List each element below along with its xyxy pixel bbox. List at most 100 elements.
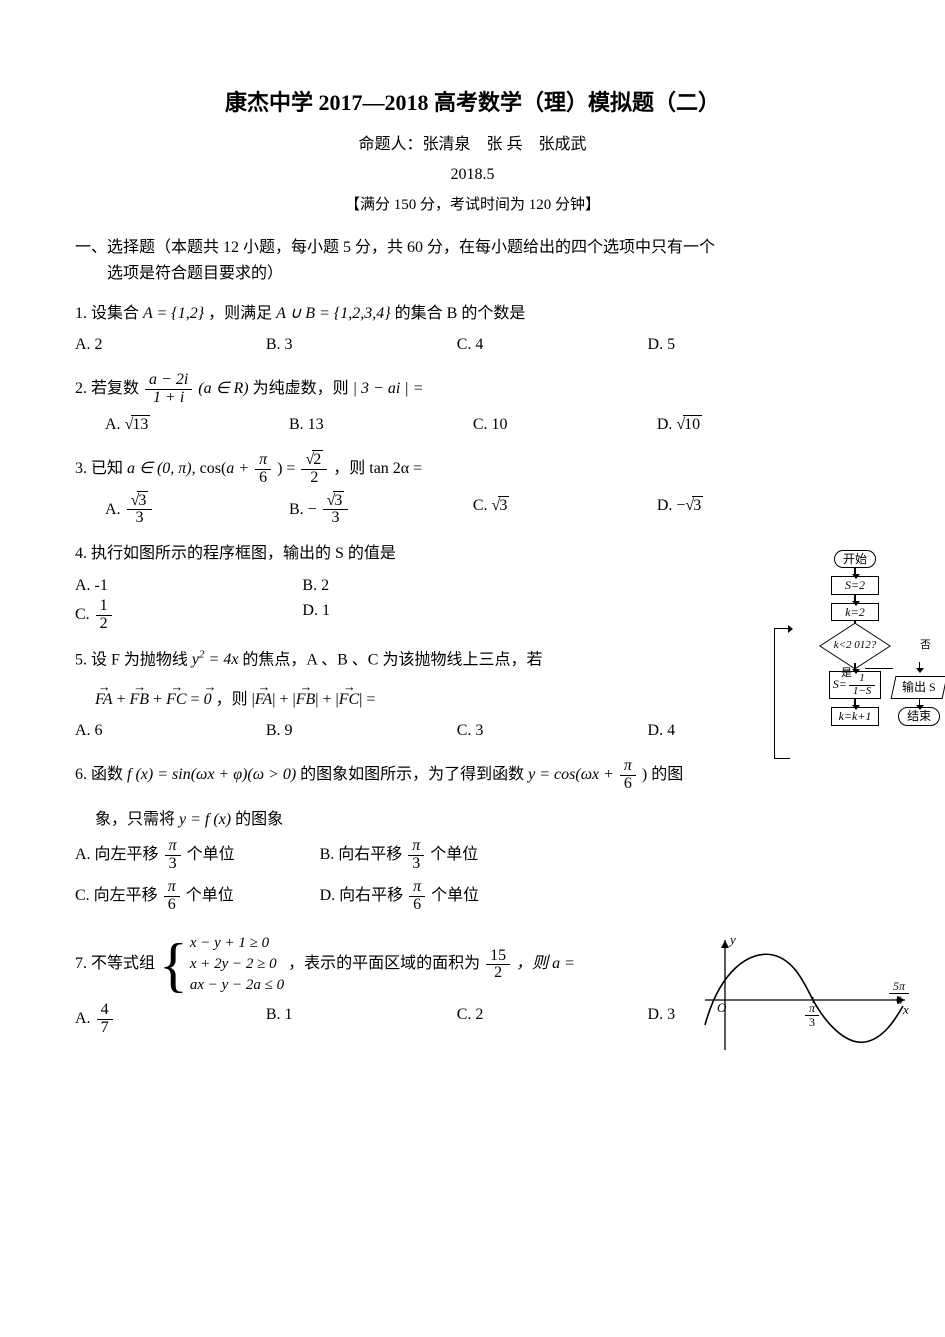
q3b-den: 3 [323, 510, 349, 527]
flowchart-figure: 开始 S=2 k=2 k<2 012? 否 是 S=11−S k=k+1 输出 … [810, 550, 940, 726]
q6-opt-a: A. 向左平移 π3 个单位 [75, 838, 312, 873]
q3-rhs-num: √2 [301, 452, 327, 470]
q4-options: A. -1 B. 2 C. 1 2 D. 1 [75, 573, 552, 633]
q3-options: A. √3 3 B. − √3 3 C. √3 D. −√3 [75, 493, 870, 528]
q7a-label: A. [75, 1010, 91, 1027]
q2-frac: a − 2i 1 + i [145, 372, 192, 407]
q7-l1: x − y + 1 ≥ 0 [190, 933, 284, 954]
q3a-rad: 3 [137, 491, 148, 509]
q1-num: 1. [75, 305, 87, 322]
q1-mid: ，则满足 [208, 305, 276, 322]
section-1-line2: 选项是符合题目要求的） [75, 261, 870, 287]
q2-num: 2. [75, 380, 87, 397]
sine-t2-num: 5π [889, 980, 909, 994]
q3-tan: tan 2α = [369, 460, 422, 477]
q5-vec-zero: 0 [204, 687, 212, 713]
q5-abs-fb: FB [296, 687, 316, 713]
q6-post1: ) 的图 [642, 766, 683, 783]
q2-opt-d: D. √10 [657, 412, 833, 438]
q7-l3: ax − y − 2a ≤ 0 [190, 975, 284, 996]
q2-frac-den: 1 + i [145, 390, 192, 407]
fc-start: 开始 [834, 550, 876, 568]
q6d-num: π [409, 879, 425, 897]
q7-l2: x + 2y − 2 ≥ 0 [190, 954, 284, 975]
q4-opt-b: B. 2 [302, 573, 521, 599]
q6a-num: π [165, 838, 181, 856]
q7-system: { x − y + 1 ≥ 0 x + 2y − 2 ≥ 0 ax − y − … [159, 933, 284, 996]
q7a-den: 7 [97, 1020, 113, 1037]
q1-setA: A = {1,2} [143, 305, 204, 322]
q3d-rad: 3 [692, 496, 703, 514]
q5-eq0: = [191, 691, 204, 708]
q6c-num: π [164, 879, 180, 897]
q2-expr: | 3 − ai | = [353, 380, 424, 397]
question-3: 3. 已知 a ∈ (0, π), cos(a + π 6 ) = √2 2 ，… [75, 452, 870, 487]
fc-output-text: 输出 S [902, 678, 936, 697]
q6c-post: 个单位 [186, 887, 234, 904]
q3-pi6-num: π [255, 452, 271, 470]
q4c-frac: 1 2 [96, 598, 112, 633]
q6b-pre: B. 向右平移 [320, 846, 407, 863]
q2-opt-a-val: 13 [131, 415, 150, 433]
q3-opt-c: C. √3 [473, 493, 649, 528]
q2-opt-a-label: A. [105, 416, 121, 433]
q2-opt-a-sqrt: √13 [125, 412, 151, 438]
q5-abs-fc: FC [339, 687, 359, 713]
exam-info: 【满分 150 分，考试时间为 120 分钟】 [75, 193, 870, 217]
q1-opt-b: B. 3 [266, 332, 449, 358]
question-5: 5. 设 F 为抛物线 y2 = 4x 的焦点，A 、B 、C 为该抛物线上三点… [75, 647, 695, 673]
q7-pre: 不等式组 [91, 956, 159, 973]
q4c-den: 2 [96, 616, 112, 633]
q3-domain: a ∈ (0, π), [127, 460, 196, 477]
q2-opt-c: C. 10 [473, 412, 649, 438]
q6-opt-d: D. 向右平移 π6 个单位 [320, 879, 557, 914]
fc-cond: k<2 012? [834, 637, 877, 655]
q5-options: A. 6 B. 9 C. 3 D. 4 [75, 718, 870, 744]
sine-y-label: y [728, 932, 736, 947]
q3-rhs-num-v: 2 [312, 450, 323, 468]
q3-opt-a-frac: √3 3 [127, 493, 153, 528]
sine-t1-num: π [805, 1002, 819, 1016]
q6b-num: π [408, 838, 424, 856]
q3-opt-b-label: B. [289, 501, 304, 518]
q3-rhs-den: 2 [301, 470, 327, 487]
q6-opt-c: C. 向左平移 π6 个单位 [75, 879, 312, 914]
section-1-header: 一、选择题（本题共 12 小题，每小题 5 分，共 60 分，在每小题给出的四个… [75, 235, 870, 286]
q7-opt-b: B. 1 [266, 1002, 449, 1037]
q3-opt-d: D. −√3 [657, 493, 833, 528]
q6-num: 6. [75, 766, 87, 783]
q4-opt-c: C. 1 2 [75, 598, 294, 633]
q3a-den: 3 [127, 510, 153, 527]
q4-text: 执行如图所示的程序框图，输出的 S 的值是 [91, 545, 396, 562]
fc-sfrac-bot: 1−S [849, 686, 875, 698]
q6-yeq: y = cos(ωx + [528, 766, 614, 783]
q6c-den: 6 [164, 897, 180, 914]
q5-then: ，则 [216, 691, 252, 708]
question-2: 2. 若复数 a − 2i 1 + i (a ∈ R) 为纯虚数，则 | 3 −… [75, 372, 870, 407]
sine-graph-figure: O y x π 3 5π 6 [695, 930, 915, 1060]
exam-date: 2018.5 [75, 162, 870, 188]
brace-icon: { [159, 935, 188, 995]
q6-pi6: π 6 [620, 758, 636, 793]
q3c-sqrt: √3 [492, 493, 510, 519]
q2-cond: (a ∈ R) [198, 380, 248, 397]
q5-abs: |FA| + |FB| + |FC| = [252, 691, 376, 708]
q1-opt-d: D. 5 [648, 332, 831, 358]
q3-pi6: π 6 [255, 452, 271, 487]
q5-vec-fc: FC [166, 687, 186, 713]
q3-pre: 已知 [91, 460, 127, 477]
q3-num: 3. [75, 460, 87, 477]
q6d-post: 个单位 [431, 887, 479, 904]
sine-t1-den: 3 [805, 1016, 819, 1029]
q6-options: A. 向左平移 π3 个单位 B. 向右平移 π3 个单位 C. 向左平移 π6… [75, 838, 568, 919]
q6-pi6-num: π [620, 758, 636, 776]
q6-l2-post: 的图象 [235, 811, 283, 828]
exam-authors: 命题人：张清泉 张 兵 张成武 [75, 132, 870, 158]
q2-opt-b: B. 13 [289, 412, 465, 438]
q3-rhs: √2 2 [301, 452, 327, 487]
q5-pre: 设 F 为抛物线 [91, 651, 192, 668]
q6-fx: f (x) = sin(ωx + φ)(ω > 0) [127, 766, 296, 783]
fc-s-update: S=11−S [829, 671, 882, 699]
q5-opt-b: B. 9 [266, 718, 449, 744]
q6-opt-b: B. 向右平移 π3 个单位 [320, 838, 557, 873]
